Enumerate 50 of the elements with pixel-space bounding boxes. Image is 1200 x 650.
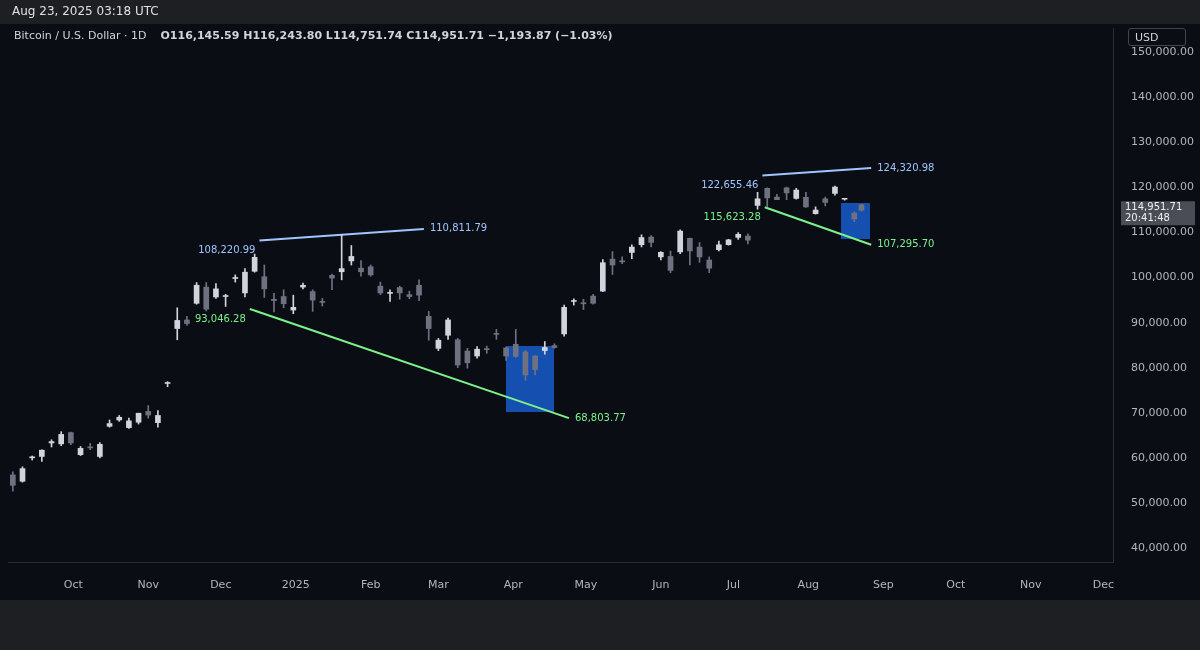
x-tick-label: Dec bbox=[1092, 578, 1114, 592]
y-tick-label: 140,000.00 bbox=[1131, 90, 1194, 104]
candlestick bbox=[145, 405, 152, 419]
y-tick-label: 150,000.00 bbox=[1131, 45, 1194, 59]
candlestick bbox=[483, 345, 490, 354]
candlestick bbox=[541, 341, 548, 355]
data-label: 107,295.70 bbox=[877, 238, 935, 250]
y-tick-label: 110,000.00 bbox=[1131, 225, 1194, 239]
x-tick-label: Jun bbox=[651, 578, 670, 592]
chart-subtitle: O116,145.59 H116,243.80 L114,751.74 C114,951.71 −1,193.87 (−1.03%) bbox=[160, 28, 613, 42]
x-tick-label: 2025 bbox=[281, 578, 310, 592]
x-tick-label: Oct bbox=[946, 578, 967, 592]
chart-title: Bitcoin / U.S. Dollar · 1D bbox=[14, 28, 147, 42]
x-tick-label: Mar bbox=[428, 578, 450, 592]
y-tick-label: 40,000.00 bbox=[1131, 540, 1187, 554]
data-label: 124,320.98 bbox=[877, 161, 935, 173]
y-tick-label: 90,000.00 bbox=[1131, 315, 1187, 329]
data-label: 108,220.99 bbox=[198, 244, 256, 256]
candlestick bbox=[387, 289, 393, 302]
data-label: 115,623.28 bbox=[703, 210, 761, 222]
data-label: 122,655.46 bbox=[701, 179, 759, 191]
x-tick-label: Dec bbox=[210, 578, 232, 592]
text: 20:41:48 bbox=[1125, 211, 1170, 223]
x-tick-label: Aug bbox=[797, 578, 820, 592]
candlestick bbox=[358, 260, 364, 277]
y-tick-label: 50,000.00 bbox=[1131, 495, 1187, 509]
y-tick-label: 120,000.00 bbox=[1131, 180, 1194, 194]
text: USD bbox=[1128, 28, 1186, 46]
text: Aug 23, 2025 03:18 UTC bbox=[12, 4, 159, 18]
x-tick-label: Nov bbox=[137, 578, 160, 592]
x-tick-label: Sep bbox=[872, 578, 894, 592]
x-tick-label: May bbox=[574, 578, 598, 592]
x-tick-label: Jul bbox=[725, 578, 741, 592]
x-tick-label: Oct bbox=[63, 578, 84, 592]
candlestick bbox=[290, 294, 297, 314]
x-tick-label: Feb bbox=[360, 578, 381, 592]
y-tick-label: 70,000.00 bbox=[1131, 405, 1187, 419]
candlestick bbox=[329, 273, 335, 291]
x-tick-label: Nov bbox=[1020, 578, 1043, 592]
x-tick-label: Apr bbox=[503, 578, 524, 592]
y-tick-label: 60,000.00 bbox=[1131, 450, 1187, 464]
candlestick bbox=[338, 234, 345, 281]
data-label: 68,803.77 bbox=[574, 411, 626, 423]
y-tick-label: 100,000.00 bbox=[1131, 270, 1194, 284]
text: 114,951.71 bbox=[1125, 200, 1183, 212]
data-label: 93,046.28 bbox=[194, 312, 246, 324]
y-tick-label: 130,000.00 bbox=[1131, 135, 1194, 149]
y-tick-label: 80,000.00 bbox=[1131, 360, 1187, 374]
candlestick bbox=[271, 293, 277, 313]
data-label: 110,811.79 bbox=[429, 222, 488, 234]
